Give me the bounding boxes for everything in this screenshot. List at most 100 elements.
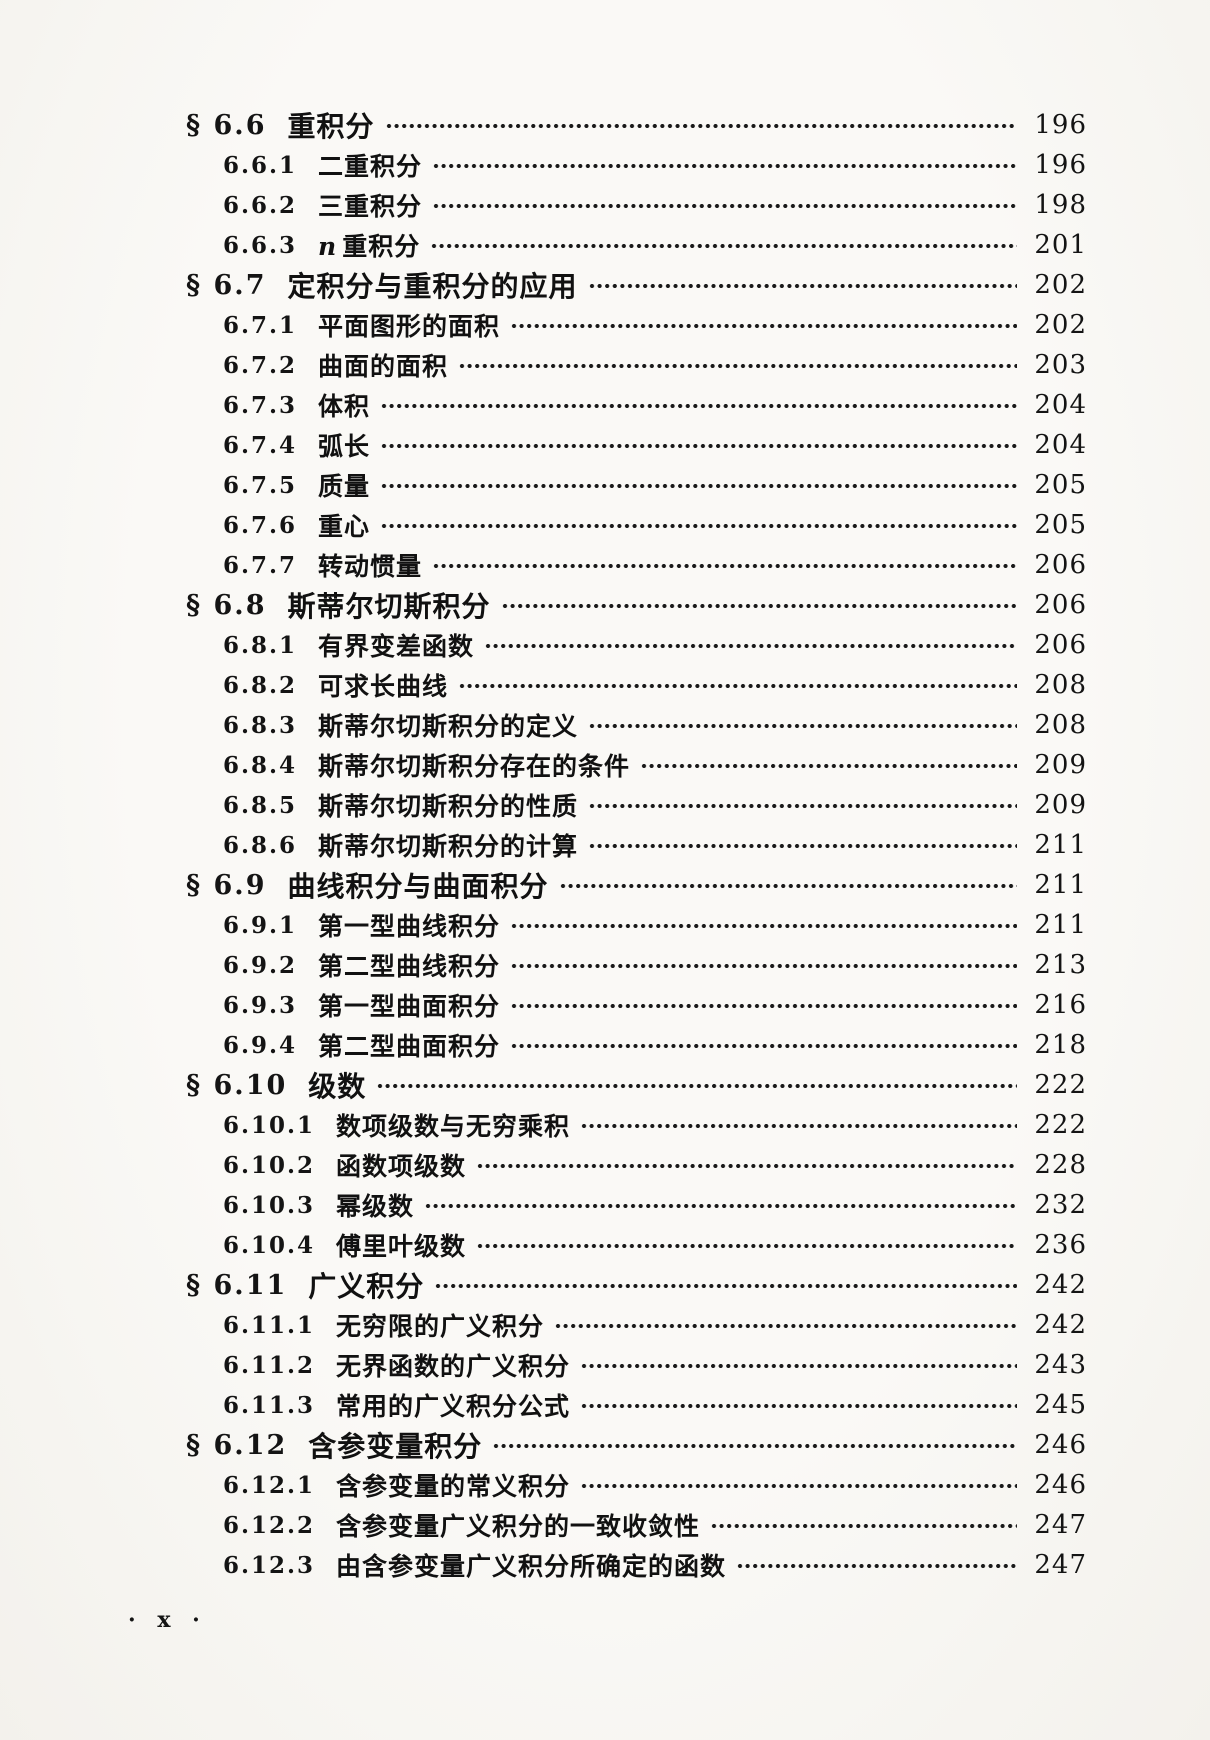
- toc-entry-title-text: 曲面的面积: [318, 353, 449, 381]
- toc-entry-page-number: 205: [1034, 510, 1087, 540]
- toc-entry: 6.9.4 第二型曲面积分 218: [0, 1025, 1210, 1065]
- toc-entry: 6.7.5 质量 205: [0, 465, 1210, 505]
- toc-entry-page-number: 208: [1034, 670, 1087, 700]
- toc-entry-title-text: 常用的广义积分公式: [336, 1393, 571, 1421]
- toc-entry-title: 弧长: [318, 427, 370, 463]
- toc-entry: 6.11.2 无界函数的广义积分 243: [0, 1345, 1210, 1385]
- toc-entry: § 6.12 含参变量积分 246: [0, 1425, 1210, 1465]
- toc-entry: § 6.7 定积分与重积分的应用 202: [0, 265, 1210, 305]
- toc-entry-number: 6.8.3: [223, 711, 298, 739]
- toc-entry-title-text: 无穷限的广义积分: [336, 1313, 545, 1341]
- toc-entry-title: 级数: [308, 1065, 366, 1105]
- toc-entry-page-number: 213: [1034, 950, 1087, 980]
- toc-entry-title: 广义积分: [308, 1265, 424, 1305]
- toc-entry-title-text: 级数: [308, 1071, 367, 1102]
- dotted-leader: [736, 1563, 1017, 1569]
- toc-entry-title: 含参变量广义积分的一致收敛性: [336, 1507, 700, 1543]
- toc-entry: § 6.9 曲线积分与曲面积分 211: [0, 865, 1210, 905]
- toc-entry: § 6.6 重积分 196: [0, 105, 1210, 145]
- toc-entry: 6.8.1 有界变差函数 206: [0, 625, 1210, 665]
- toc-entry-title-text: 含参变量广义积分的一致收敛性: [336, 1513, 701, 1541]
- toc-entry-title-text: 可求长曲线: [318, 673, 449, 701]
- dotted-leader: [580, 1363, 1017, 1369]
- toc-entry-page-number: 211: [1034, 830, 1087, 860]
- toc-entry-title: 斯蒂尔切斯积分的定义: [318, 707, 578, 743]
- toc-entry-page-number: 211: [1034, 910, 1087, 940]
- toc-entry-number: 6.12.2: [223, 1511, 316, 1539]
- toc-entry-page-number: 247: [1034, 1510, 1087, 1540]
- toc-entry: 6.7.4 弧长 204: [0, 425, 1210, 465]
- toc-entry: 6.12.2 含参变量广义积分的一致收敛性 247: [0, 1505, 1210, 1545]
- toc-entry-title: 第二型曲线积分: [318, 947, 500, 983]
- toc-entry-number: 6.12.3: [223, 1551, 316, 1579]
- toc-entry: 6.12.3 由含参变量广义积分所确定的函数 247: [0, 1545, 1210, 1585]
- toc-entry-page-number: 246: [1034, 1430, 1087, 1460]
- toc-entry-page-number: 209: [1034, 790, 1087, 820]
- toc-entry-page-number: 201: [1034, 230, 1087, 260]
- toc-entry-page-number: 204: [1034, 390, 1087, 420]
- toc-entry-page-number: 246: [1034, 1470, 1087, 1500]
- toc-entry-page-number: 247: [1034, 1550, 1087, 1580]
- toc-entry-number: 6.8.2: [223, 671, 298, 699]
- dotted-leader: [588, 843, 1017, 849]
- toc-entry-number: 6.7.1: [223, 311, 298, 339]
- toc-entry-page-number: 243: [1034, 1350, 1087, 1380]
- toc-entry-number: 6.7.5: [223, 471, 298, 499]
- toc-entry: 6.8.2 可求长曲线 208: [0, 665, 1210, 705]
- toc-entry-title-text: 第一型曲面积分: [318, 993, 501, 1021]
- toc-entry-title: 傅里叶级数: [336, 1227, 466, 1263]
- toc-entry-page-number: 222: [1034, 1110, 1087, 1140]
- toc-entry-page-number: 202: [1034, 310, 1087, 340]
- toc-entry-number: 6.6.1: [223, 151, 298, 179]
- toc-entry-title: 斯蒂尔切斯积分: [288, 585, 491, 625]
- toc-entry-number: § 6.9: [186, 869, 267, 901]
- toc-entry: 6.8.5 斯蒂尔切斯积分的性质 209: [0, 785, 1210, 825]
- dotted-leader: [558, 883, 1017, 889]
- toc-entry-title: 由含参变量广义积分所确定的函数: [336, 1547, 726, 1583]
- toc-entry-page-number: 208: [1034, 710, 1087, 740]
- toc-entry-title: 平面图形的面积: [318, 307, 500, 343]
- dotted-leader: [588, 723, 1017, 729]
- dotted-leader: [580, 1483, 1017, 1489]
- dotted-leader: [588, 803, 1017, 809]
- toc-entry-number: 6.6.2: [223, 191, 298, 219]
- toc-entry: 6.10.3 幂级数 232: [0, 1185, 1210, 1225]
- toc-entry-title: 斯蒂尔切斯积分的性质: [318, 787, 578, 823]
- toc-entry-number: 6.9.4: [223, 1031, 298, 1059]
- toc-entry: 6.6.3 n 重积分 201: [0, 225, 1210, 265]
- dotted-leader: [458, 683, 1017, 689]
- folio-page-number: · x ·: [128, 1607, 207, 1633]
- toc-entry-number: 6.10.1: [223, 1111, 316, 1139]
- toc-entry-title-text: 二重积分: [318, 153, 423, 181]
- toc-entry-title: 无穷限的广义积分: [336, 1307, 544, 1343]
- toc-entry-page-number: 206: [1034, 630, 1087, 660]
- toc-entry-page-number: 196: [1034, 150, 1087, 180]
- toc-entry-title: 斯蒂尔切斯积分的计算: [318, 827, 578, 863]
- toc-entry-title-text: 弧长: [318, 433, 371, 461]
- toc-entry-title-text: 广义积分: [308, 1271, 425, 1302]
- toc-entry-number: § 6.8: [186, 589, 267, 621]
- dotted-leader: [710, 1523, 1017, 1529]
- dotted-leader: [580, 1123, 1017, 1129]
- toc-entry-page-number: 245: [1034, 1390, 1087, 1420]
- toc-entry-page-number: 205: [1034, 470, 1087, 500]
- toc-entry: 6.8.6 斯蒂尔切斯积分的计算 211: [0, 825, 1210, 865]
- toc-entry-title-text: 体积: [318, 393, 371, 421]
- toc-entry-title: 第二型曲面积分: [318, 1027, 500, 1063]
- dotted-leader: [476, 1243, 1017, 1249]
- toc-entry-page-number: 209: [1034, 750, 1087, 780]
- toc-entry-number: 6.7.3: [223, 391, 298, 419]
- toc-entry-page-number: 242: [1034, 1310, 1087, 1340]
- toc-entry-title-text: 第二型曲面积分: [318, 1033, 501, 1061]
- toc-entry-number: 6.11.1: [223, 1311, 316, 1339]
- toc-entry-title: 重积分: [288, 105, 375, 145]
- toc-entry-number: 6.7.7: [223, 551, 298, 579]
- toc-entry-number: § 6.7: [186, 269, 267, 301]
- toc-entry-title: 函数项级数: [336, 1147, 466, 1183]
- toc-entry-page-number: 236: [1034, 1230, 1087, 1260]
- toc-entry: 6.10.1 数项级数与无穷乘积 222: [0, 1105, 1210, 1145]
- toc-entry-title: 有界变差函数: [318, 627, 474, 663]
- dotted-leader: [432, 203, 1017, 209]
- toc-entry-title: 转动惯量: [318, 547, 422, 583]
- toc-entry-number: 6.12.1: [223, 1471, 316, 1499]
